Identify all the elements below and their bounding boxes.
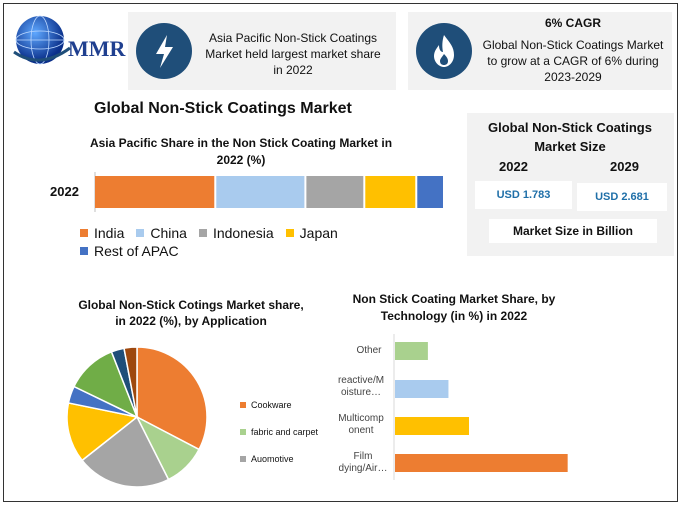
tech-bar-1	[395, 380, 449, 398]
globe-icon	[13, 15, 71, 65]
application-pie-chart	[66, 346, 208, 488]
legend-item-japan: Japan	[285, 225, 338, 241]
legend-swatch	[240, 402, 246, 408]
market-size-panel: Global Non-Stick Coatings Market Size 20…	[467, 113, 674, 256]
legend-label: Rest of APAC	[94, 243, 179, 259]
tech-chart-title: Non Stick Coating Market Share, by Techn…	[352, 292, 556, 323]
share-card: Asia Pacific Non-Stick Coatings Market h…	[128, 12, 396, 90]
legend-swatch	[285, 229, 294, 237]
pie-legend-cookware: Cookware	[240, 400, 292, 410]
year-2022-label: 2022	[499, 159, 528, 174]
lightning-icon	[136, 23, 192, 79]
legend-label-automotive: Auomotive	[251, 454, 294, 464]
legend-swatch	[240, 429, 246, 435]
main-title: Global Non-Stick Coatings Market	[94, 100, 352, 117]
apac-chart-title: Asia Pacific Share in the Non Stick Coat…	[89, 136, 393, 167]
flame-icon	[416, 23, 472, 79]
market-size-title: Global Non-Stick Coatings Market Size	[488, 120, 652, 154]
stack-segment-japan	[365, 176, 416, 208]
cagr-card-title: 6% CAGR	[544, 16, 601, 30]
legend-swatch	[136, 229, 145, 237]
infographic-frame	[3, 3, 678, 502]
pie-slice-7	[123, 346, 138, 418]
pie-legend-fabric: fabric and carpet	[240, 427, 318, 437]
apac-stacked-bar-chart	[94, 172, 443, 212]
stack-segment-indonesia	[306, 176, 364, 208]
tech-ylabel-1: reactive/M oisture…	[337, 375, 385, 398]
pie-slice-0	[136, 346, 208, 451]
year-2029-label: 2029	[610, 159, 639, 174]
stack-segment-rest-of-apac	[417, 176, 443, 208]
legend-swatch	[198, 229, 207, 237]
value-2029: USD 2.681	[577, 183, 667, 211]
share-card-text: Asia Pacific Non-Stick Coatings Market h…	[205, 31, 381, 77]
pie-slice-3	[66, 402, 139, 462]
tech-ylabel-3: Film dying/Air…	[338, 451, 388, 474]
cagr-card-text: Global Non-Stick Coatings Market to grow…	[482, 38, 664, 84]
legend-label-cookware: Cookware	[251, 400, 292, 410]
legend-item-rest-of-apac: Rest of APAC	[80, 243, 179, 259]
tech-bar-2	[395, 417, 469, 435]
legend-label: Indonesia	[212, 225, 274, 241]
value-2022: USD 1.783	[475, 181, 572, 209]
logo-text: MMR	[68, 36, 126, 61]
apac-category-label: 2022	[50, 184, 79, 199]
legend-swatch	[80, 247, 88, 255]
stack-segment-india	[95, 176, 215, 208]
legend-swatch	[240, 456, 246, 462]
legend-label: India	[94, 225, 125, 241]
logo: MMR	[12, 12, 132, 72]
tech-ylabel-2: Multicomp onent	[338, 413, 384, 436]
legend-swatch	[80, 229, 88, 237]
legend-label-fabric: fabric and carpet	[251, 427, 319, 437]
legend-label: Japan	[299, 225, 338, 241]
legend-item-china: China	[136, 225, 187, 241]
market-size-footer: Market Size in Billion	[489, 219, 657, 243]
cagr-card: 6% CAGR Global Non-Stick Coatings Market…	[408, 12, 672, 90]
pie-slice-2	[81, 415, 170, 488]
tech-ylabel-0: Other	[356, 345, 382, 356]
pie-chart-title: Global Non-Stick Cotings Market share, i…	[78, 298, 304, 328]
pie-legend-automotive: Auomotive	[240, 454, 294, 464]
legend-item-india: India	[80, 225, 124, 241]
legend-item-indonesia: Indonesia	[198, 225, 274, 241]
tech-bar-3	[395, 454, 568, 472]
apac-legend: India China Indonesia Japan Rest of APAC	[80, 224, 460, 260]
technology-bar-chart	[393, 334, 568, 480]
legend-label: China	[150, 225, 187, 241]
tech-bar-0	[395, 342, 428, 360]
stack-segment-china	[216, 176, 305, 208]
